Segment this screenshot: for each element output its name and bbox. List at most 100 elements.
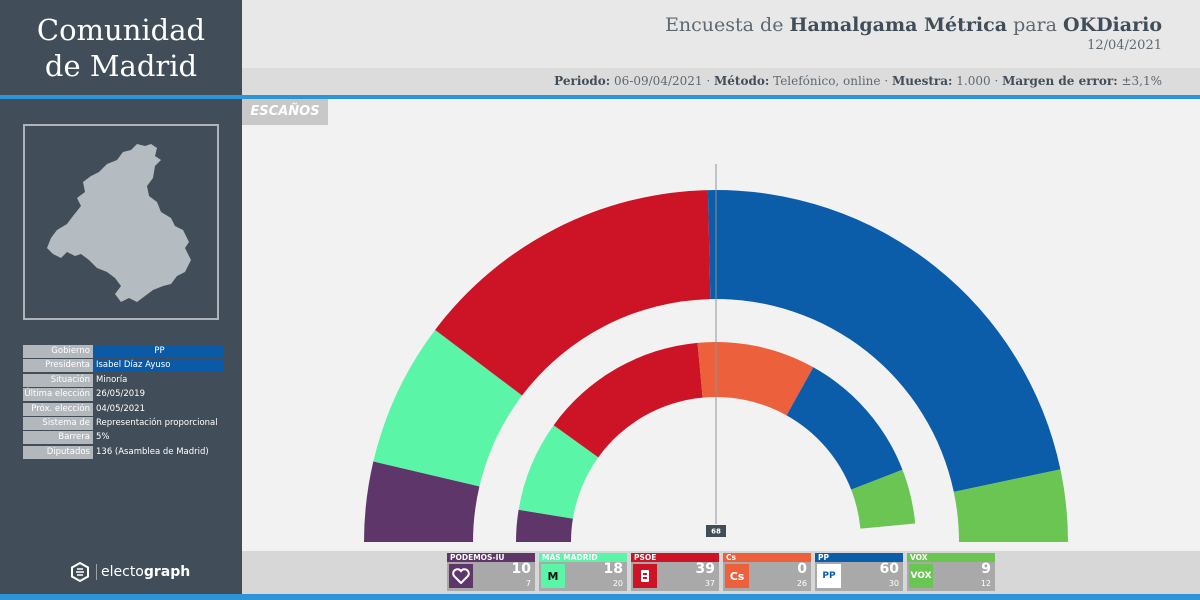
inner-ring-segment-psoe [553, 342, 703, 458]
info-row-presidenta: Presidenta Isabel Díaz Ayuso [23, 359, 223, 373]
info-label: Sistema de voto [23, 416, 93, 441]
info-value: 04/05/2021 [96, 403, 145, 414]
info-table: Gobierno PP Presidenta Isabel Díaz Ayuso… [23, 345, 223, 460]
poll-title: Encuesta de Hamalgama Métrica para OKDia… [665, 14, 1162, 36]
info-value: Representación proporcional [96, 417, 218, 428]
mas-madrid-m-icon: M [541, 564, 565, 588]
region-title: Comunidad de Madrid [0, 12, 242, 84]
region-title-line2: de Madrid [44, 49, 198, 83]
party-previous-seats: 26 [796, 579, 807, 588]
inner-ring-segment-cs [697, 342, 814, 416]
info-label: Presidenta [23, 359, 93, 373]
info-label: Barrera [23, 431, 93, 445]
outer-ring [364, 190, 1068, 542]
muestra-label: Muestra: [891, 74, 953, 88]
meta-sep: · [702, 74, 714, 88]
brand-text-bold: graph [143, 564, 191, 580]
info-label: Última elección [23, 388, 93, 402]
info-label: Gobierno [23, 345, 93, 358]
sidebar: Comunidad de Madrid Gobierno PP Presiden… [0, 0, 242, 600]
hemicycle-chart: 68 [364, 164, 1068, 542]
brand-separator [96, 564, 97, 580]
outer-ring-segment-pp [707, 190, 1061, 492]
info-value: 26/05/2019 [96, 389, 145, 400]
info-row-situacion: Situación Minoría [23, 373, 223, 388]
info-row-ultima-eleccion: Última elección 26/05/2019 [23, 388, 223, 402]
majority-label: 68 [711, 528, 721, 536]
party-name: VOX [907, 553, 995, 562]
info-value: 136 (Asamblea de Madrid) [96, 446, 209, 457]
electograph-logo[interactable]: electo graph [70, 562, 190, 582]
inner-ring-segment-podemos-iu [516, 509, 573, 542]
inner-ring-segment-vox [851, 469, 916, 529]
party-seats: 9 [981, 561, 991, 577]
top-accent-line [0, 95, 1200, 99]
periodo-value: 06-09/04/2021 [614, 74, 703, 88]
outer-ring-segment-m-s-madrid [373, 329, 523, 487]
legend-item-psoe: PSOE 39 37 [631, 553, 719, 591]
party-seats: 0 [797, 561, 807, 577]
party-seats: 10 [511, 561, 531, 577]
margen-label: Margen de error: [1002, 74, 1118, 88]
periodo-label: Periodo: [554, 74, 611, 88]
info-label: Situación [23, 373, 93, 387]
pollster-name: Hamalgama Métrica [789, 14, 1008, 36]
legend-item-mas-madrid: MÁS MADRID M 18 20 [539, 553, 627, 591]
cs-logo-icon: Cs [725, 564, 749, 588]
inner-ring-segment-pp [786, 367, 903, 490]
info-label: Próx. elección [23, 402, 93, 416]
party-previous-seats: 30 [888, 579, 899, 588]
poll-meta: Periodo: 06-09/04/2021 · Método: Telefón… [554, 74, 1162, 88]
electograph-icon [71, 562, 89, 582]
vox-logo-icon: VOX [909, 564, 933, 588]
party-name: PSOE [631, 553, 719, 562]
margen-value: ±3,1% [1121, 74, 1162, 88]
party-name: PP [815, 553, 903, 562]
legend-item-pp: PP PP 60 30 [815, 553, 903, 591]
party-seats: 18 [603, 561, 623, 577]
title-pre: Encuesta de [665, 14, 790, 36]
bottom-accent-line [0, 594, 1200, 600]
section-tag: ESCAÑOS [242, 99, 328, 125]
meta-sep: · [880, 74, 892, 88]
party-previous-seats: 37 [704, 579, 715, 588]
region-map [23, 124, 219, 320]
info-row-sistema: Sistema de voto Representación proporcio… [23, 416, 223, 441]
title-mid: para [1007, 14, 1064, 36]
inner-ring [516, 342, 916, 542]
info-row-prox-eleccion: Próx. elección 04/05/2021 [23, 402, 223, 417]
metodo-label: Método: [714, 74, 770, 88]
header: Encuesta de Hamalgama Métrica para OKDia… [242, 0, 1200, 68]
legend: PODEMOS-IU 10 7 MÁS MADRID M 18 20 PSOE … [447, 553, 999, 591]
info-value: PP [93, 345, 223, 358]
legend-item-cs: Cs Cs 0 26 [723, 553, 811, 591]
party-previous-seats: 20 [612, 579, 623, 588]
meta-sep: · [990, 74, 1003, 88]
majority-box [706, 525, 726, 537]
inner-ring-segment-m-s-madrid [518, 425, 599, 519]
party-name: MÁS MADRID [539, 553, 627, 562]
muestra-value: 1.000 [956, 74, 991, 88]
legend-bar [242, 551, 1200, 594]
outer-ring-segment-vox [953, 469, 1068, 542]
psoe-fist-rose-icon [633, 564, 657, 588]
legend-item-vox: VOX VOX 9 12 [907, 553, 995, 591]
party-seats: 60 [879, 561, 899, 577]
info-value: Minoría [96, 374, 128, 385]
madrid-map-icon [47, 144, 191, 302]
info-value: 5% [96, 432, 110, 443]
region-title-line1: Comunidad [36, 13, 206, 47]
outer-ring-segment-podemos-iu [364, 461, 480, 542]
meta-bar: Periodo: 06-09/04/2021 · Método: Telefón… [242, 68, 1200, 95]
info-row-gobierno: Gobierno PP [23, 345, 223, 359]
info-value: Isabel Díaz Ayuso [93, 359, 223, 373]
party-name: Cs [723, 553, 811, 562]
poll-date: 12/04/2021 [1087, 38, 1162, 53]
party-seats: 39 [695, 561, 715, 577]
brand-text-pre: electo [101, 564, 144, 580]
media-name: OKDiario [1063, 14, 1162, 36]
legend-item-podemos-iu: PODEMOS-IU 10 7 [447, 553, 535, 591]
outer-ring-segment-psoe [435, 190, 711, 396]
metodo-value: Telefónico, online [773, 74, 881, 88]
